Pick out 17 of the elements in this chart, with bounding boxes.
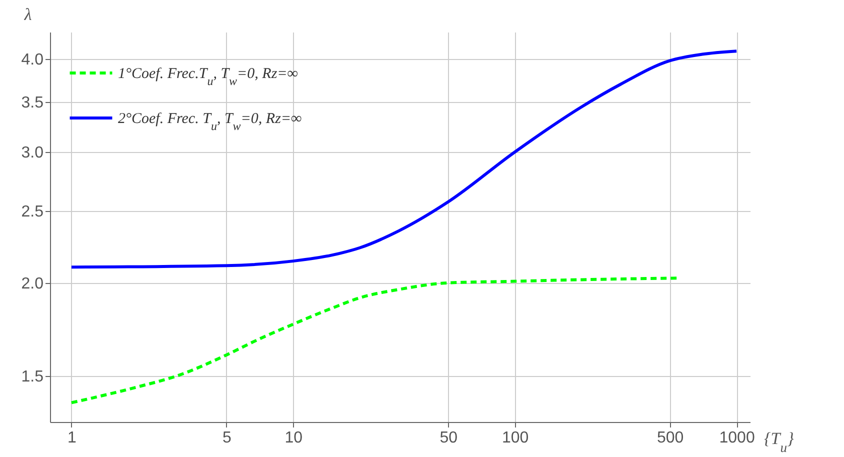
- x-tick-label: 50: [440, 430, 458, 446]
- y-tick-label: 3.0: [21, 144, 44, 162]
- x-tick-label: 1000: [719, 430, 755, 446]
- legend-label: 2°Coef. Frec. T$_{u}$, T$_{w}$=0, Rz=∞: [118, 111, 302, 133]
- y-tick-label: 4.0: [21, 52, 44, 69]
- x-tick-label: 1: [68, 430, 77, 446]
- x-tick-label: 100: [502, 430, 529, 446]
- y-tick-label: 2.5: [21, 203, 44, 220]
- y-tick-label: 2.0: [21, 275, 44, 292]
- x-tick-label: 10: [284, 430, 303, 446]
- x-axis-title: {T$_{u}$}: [764, 429, 794, 454]
- y-tick-label: 1.5: [21, 368, 44, 386]
- legend-label: 1°Coef. Frec.T$_{u}$, T$_{w}$=0, Rz=∞: [118, 66, 298, 88]
- y-tick-label: 3.5: [21, 94, 44, 112]
- x-tick-label: 500: [656, 430, 684, 446]
- y-axis-title: λ: [23, 5, 32, 24]
- x-tick-label: 5: [222, 430, 232, 446]
